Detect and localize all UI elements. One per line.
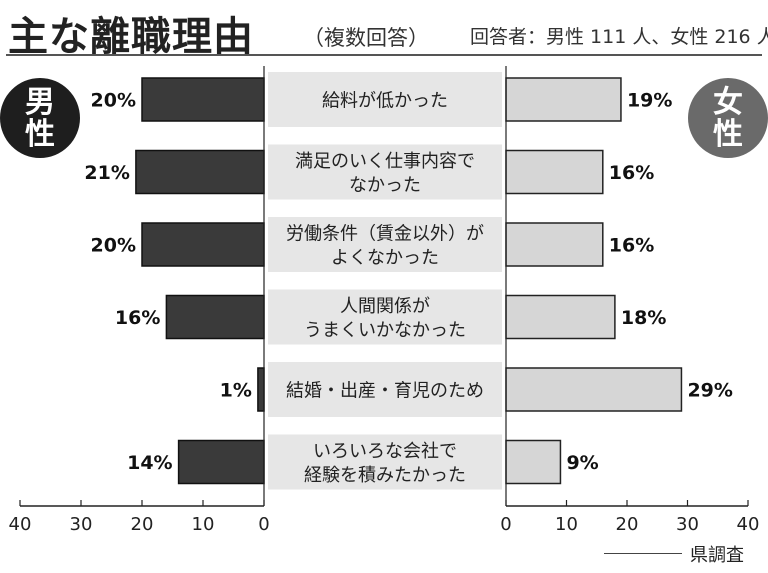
category-band: [268, 217, 502, 272]
category-band: [268, 289, 502, 345]
title-underline: [6, 54, 762, 56]
source-label: 県調査: [690, 545, 744, 566]
data-label-women: 29%: [687, 380, 732, 402]
bar-women: [505, 149, 604, 195]
bar-women: [505, 367, 683, 412]
category-label: 給料が低かった: [322, 91, 448, 112]
category-band: [268, 72, 502, 127]
category-band: [268, 434, 502, 490]
category-label: 結婚・出産・育児のため: [286, 381, 484, 402]
respondents-note: 回答者：男性 111 人、女性 216 人: [470, 26, 768, 48]
badge-men-char: 男: [25, 85, 55, 120]
data-label-women: 18%: [621, 307, 666, 329]
bar-men: [177, 439, 265, 485]
category-label: 満足のいく仕事内容で: [295, 151, 475, 172]
bar-women: [505, 77, 622, 122]
category-label: なかった: [349, 175, 421, 196]
axis-men: 0 10 20 30 40: [9, 66, 270, 535]
data-label-men: 20%: [91, 90, 136, 112]
tick-label: 10: [192, 514, 215, 535]
tick-label: 10: [555, 514, 578, 535]
category-row: 結婚・出産・育児のため 1% 29%: [220, 362, 733, 417]
tick-label: 0: [500, 514, 511, 535]
bar-women: [505, 439, 562, 485]
category-band: [268, 144, 502, 200]
data-label-women: 16%: [609, 235, 654, 257]
data-label-women: 9%: [566, 452, 598, 474]
tick-label: 20: [131, 514, 154, 535]
bar-women: [505, 222, 604, 267]
tick-label: 30: [676, 514, 699, 535]
data-label-men: 14%: [127, 452, 172, 474]
bar-men: [257, 367, 265, 412]
axis-women: 0 10 20 30 40: [500, 66, 759, 535]
category-label: よくなかった: [331, 248, 439, 269]
badge-women: 女性: [688, 78, 768, 158]
data-label-men: 21%: [84, 162, 129, 184]
bar-men: [141, 222, 265, 267]
tick-label: 40: [9, 514, 32, 535]
category-label: 人間関係が: [340, 296, 430, 317]
tick-label: 20: [616, 514, 639, 535]
data-label-men: 20%: [91, 235, 136, 257]
tick-label: 40: [737, 514, 760, 535]
source-rule: [604, 553, 682, 554]
badge-women-char: 女: [713, 85, 743, 120]
bar-women: [505, 294, 616, 340]
badge-men: 男性: [0, 78, 80, 158]
category-label: うまくいかなかった: [304, 320, 466, 341]
data-label-women: 19%: [627, 90, 672, 112]
data-label-women: 16%: [609, 162, 654, 184]
badge-women-circle: [688, 78, 768, 158]
bar-men: [135, 149, 265, 195]
badge-men-circle: [0, 78, 80, 158]
category-band: [268, 362, 502, 417]
tick-label: 30: [70, 514, 93, 535]
category-label: 経験を積みたかった: [304, 465, 466, 486]
category-row: 給料が低かった 20% 19%: [91, 72, 672, 127]
bar-men: [165, 294, 265, 340]
category-label: いろいろな会社で: [313, 441, 457, 462]
chart-title: 主な離職理由: [8, 14, 254, 60]
category-label: 労働条件（賃金以外）が: [286, 224, 484, 245]
bar-men: [141, 77, 265, 122]
badge-men-char: 性: [25, 117, 55, 152]
tick-label: 0: [258, 514, 269, 535]
data-label-men: 16%: [115, 307, 160, 329]
chart-subtitle: （複数回答）: [303, 26, 429, 50]
badge-women-char: 性: [713, 117, 743, 152]
data-label-men: 1%: [220, 380, 252, 402]
